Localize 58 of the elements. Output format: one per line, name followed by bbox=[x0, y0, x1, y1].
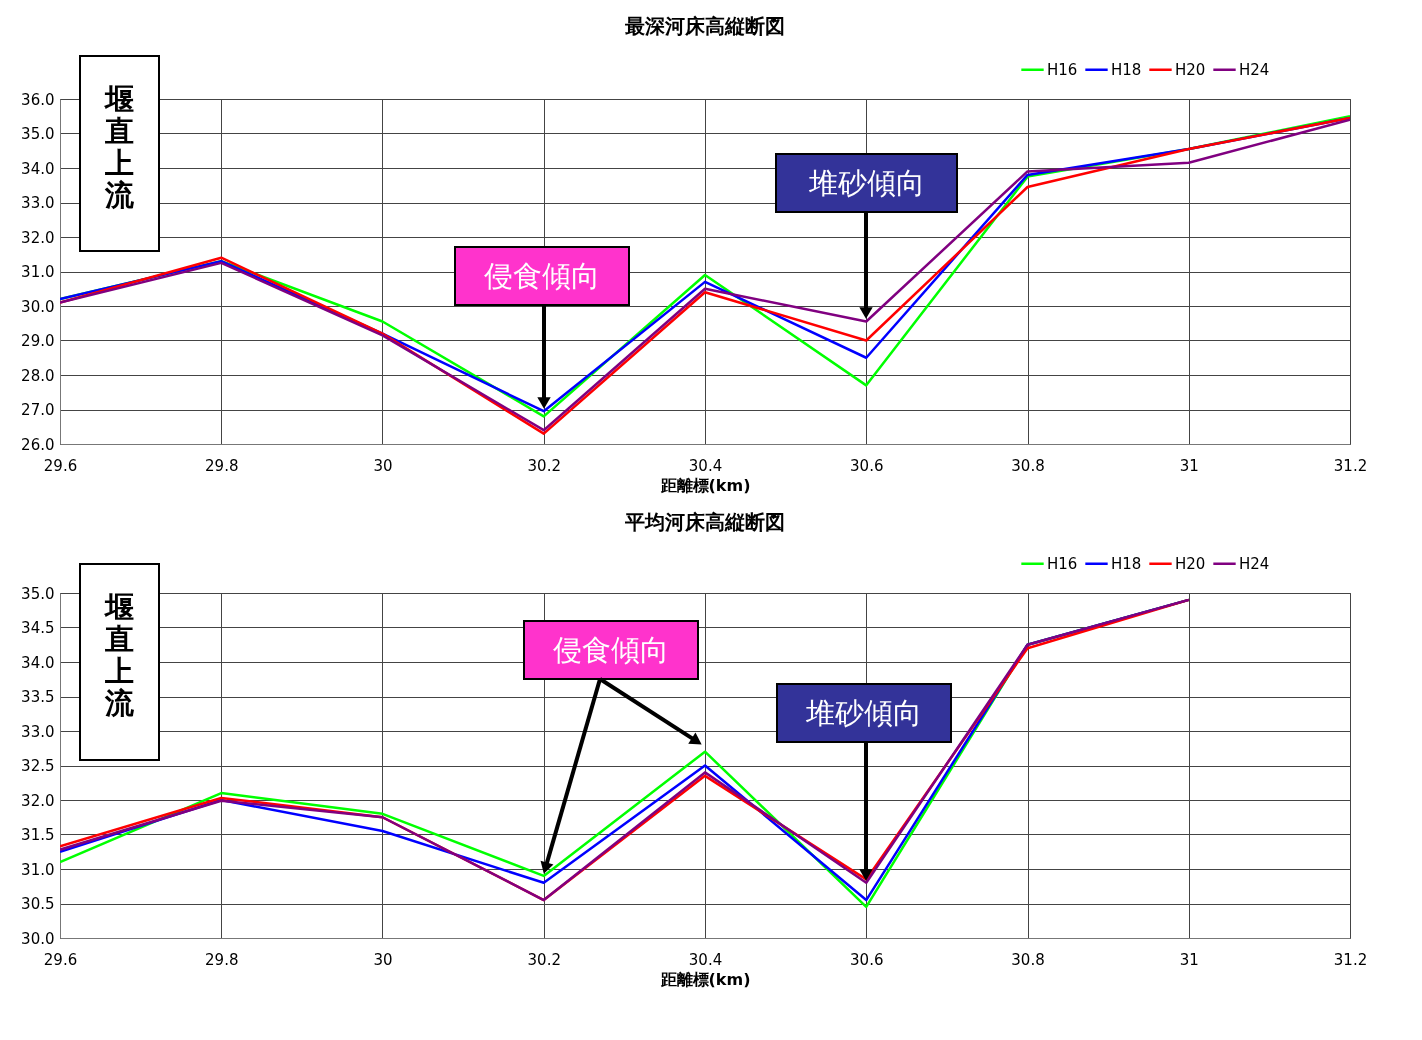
y-tick-label: 32.0 bbox=[21, 791, 55, 810]
legend-label: H16 bbox=[1047, 554, 1078, 573]
y-tick-label: 27.0 bbox=[21, 401, 55, 419]
y-tick-label: 33.0 bbox=[21, 722, 55, 741]
x-tick-label: 30.6 bbox=[850, 456, 884, 475]
x-tick-label: 30 bbox=[373, 950, 393, 969]
x-tick-label: 29.8 bbox=[205, 950, 239, 969]
x-tick-label: 30.6 bbox=[850, 950, 884, 969]
x-tick-label: 29.8 bbox=[205, 456, 239, 475]
chart-title: 最深河床高縦断図 bbox=[624, 14, 785, 38]
y-tick-label: 32.0 bbox=[21, 228, 55, 247]
y-tick-label: 26.0 bbox=[21, 435, 55, 454]
annotation: 堰直上流 bbox=[103, 590, 135, 720]
x-tick-label: 31 bbox=[1179, 456, 1199, 475]
annotation: 堰直上流 bbox=[103, 82, 135, 212]
y-tick-label: 32.5 bbox=[21, 757, 55, 775]
x-tick-label: 31.2 bbox=[1333, 950, 1368, 969]
y-tick-label: 34.5 bbox=[21, 619, 55, 637]
x-tick-label: 29.6 bbox=[43, 950, 78, 969]
legend-label: H18 bbox=[1111, 60, 1142, 79]
y-tick-label: 31.5 bbox=[21, 826, 55, 844]
legend-label: H18 bbox=[1111, 554, 1142, 573]
x-axis-title: 距離標(km) bbox=[659, 969, 751, 989]
x-tick-label: 31 bbox=[1179, 950, 1199, 969]
x-tick-label: 30.4 bbox=[688, 456, 723, 475]
y-tick-label: 30.5 bbox=[21, 895, 55, 913]
x-tick-label: 31.2 bbox=[1333, 456, 1368, 475]
x-tick-label: 30.2 bbox=[527, 456, 561, 475]
x-tick-label: 30.8 bbox=[1011, 950, 1045, 969]
legend-label: H24 bbox=[1239, 60, 1270, 79]
y-tick-label: 30.0 bbox=[21, 297, 55, 316]
x-tick-label: 30.4 bbox=[688, 950, 723, 969]
y-tick-label: 31.0 bbox=[21, 263, 55, 281]
y-tick-label: 35.0 bbox=[21, 125, 55, 143]
legend-label: H24 bbox=[1239, 554, 1270, 573]
x-tick-label: 30 bbox=[373, 456, 393, 475]
y-tick-label: 33.0 bbox=[21, 194, 55, 212]
annotation: 侵食傾向 bbox=[553, 633, 669, 667]
x-tick-label: 30.2 bbox=[527, 950, 561, 969]
x-tick-label: 29.6 bbox=[43, 456, 78, 475]
y-tick-label: 34.0 bbox=[21, 653, 55, 672]
y-tick-label: 35.0 bbox=[21, 584, 55, 603]
annotation: 侵食傾向 bbox=[484, 259, 600, 293]
y-tick-label: 36.0 bbox=[21, 90, 55, 109]
y-tick-label: 33.5 bbox=[21, 688, 55, 706]
annotation: 堆砂傾向 bbox=[807, 166, 925, 200]
y-tick-label: 34.0 bbox=[21, 159, 55, 178]
y-tick-label: 29.0 bbox=[21, 332, 55, 350]
y-tick-label: 28.0 bbox=[21, 366, 55, 385]
x-axis-title: 距離標(km) bbox=[659, 475, 751, 495]
y-tick-label: 31.0 bbox=[21, 860, 55, 879]
legend-label: H16 bbox=[1047, 60, 1078, 79]
chart-title: 平均河床高縦断図 bbox=[624, 510, 785, 534]
annotation: 堆砂傾向 bbox=[805, 696, 922, 730]
y-tick-label: 30.0 bbox=[21, 929, 55, 948]
x-tick-label: 30.8 bbox=[1011, 456, 1045, 475]
legend-label: H20 bbox=[1175, 554, 1206, 573]
legend-label: H20 bbox=[1175, 60, 1206, 79]
